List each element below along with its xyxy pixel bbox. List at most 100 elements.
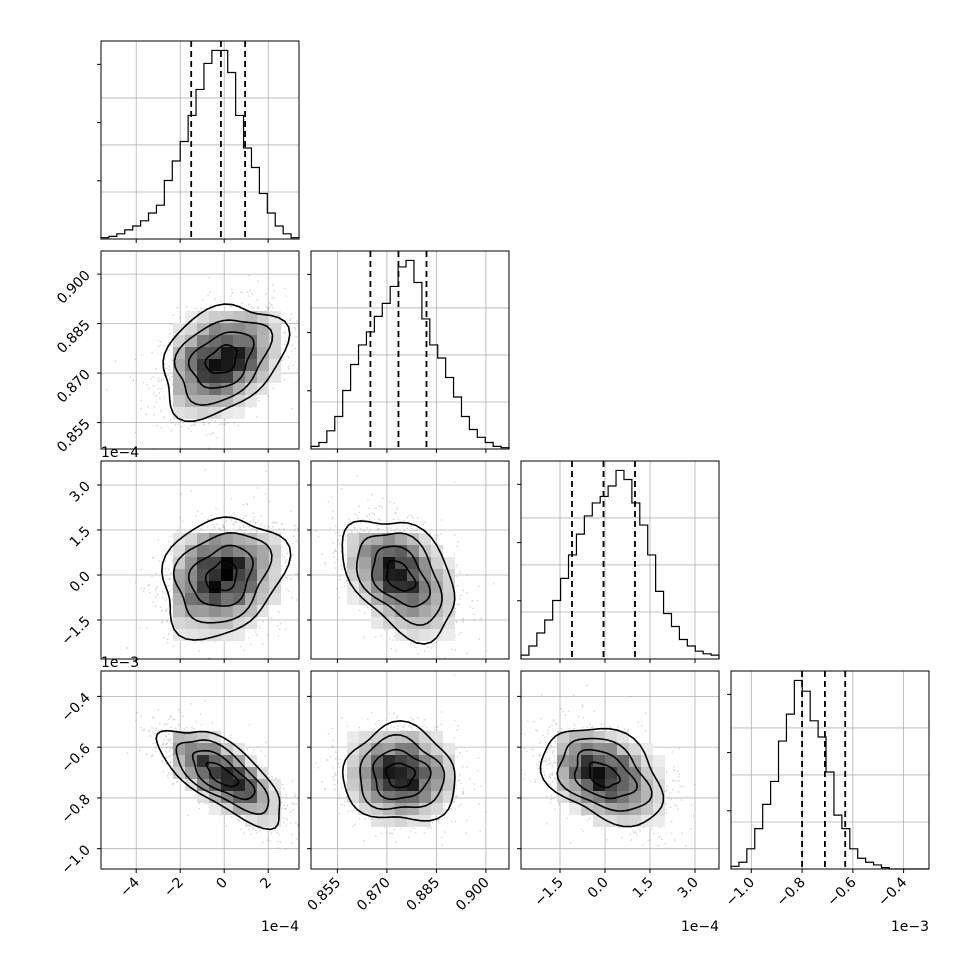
density-cell [185, 617, 197, 629]
density-cell [233, 581, 245, 593]
panel-frame [730, 670, 930, 870]
density-cell [395, 791, 407, 803]
density-cell [383, 617, 395, 629]
density-cell [431, 617, 443, 629]
histogram-panel [727, 670, 930, 873]
density-cell [197, 743, 209, 755]
density-cell [395, 581, 407, 593]
density-cell [257, 335, 269, 347]
density-cell [431, 569, 443, 581]
scatter-panel [97, 670, 300, 873]
density-cell [209, 383, 221, 395]
x-tick-label: 0.900 [453, 875, 493, 915]
density-cell [419, 629, 431, 641]
density-cell [221, 359, 233, 371]
density-cell [185, 629, 197, 641]
density-cell [629, 815, 641, 827]
density-cell [221, 605, 233, 617]
density-cell [209, 731, 221, 743]
density-cell [185, 323, 197, 335]
density-cell [221, 347, 233, 359]
density-cell [419, 605, 431, 617]
density-cell [197, 581, 209, 593]
contour-line [341, 520, 456, 645]
density-cell [359, 557, 371, 569]
density-cell [245, 311, 257, 323]
density-cell [641, 767, 653, 779]
density-cell [617, 815, 629, 827]
density-cell [395, 569, 407, 581]
density-cell [209, 593, 221, 605]
density-cell [197, 767, 209, 779]
density-cell [233, 407, 245, 419]
density-cell [221, 545, 233, 557]
density-cell [371, 617, 383, 629]
density-cell [209, 371, 221, 383]
x-tick-label: 0.885 [404, 875, 444, 915]
density-cell [653, 791, 665, 803]
y-tick-label: −1.0 [58, 842, 93, 877]
density-cell [383, 755, 395, 767]
density-cell [431, 545, 443, 557]
contour-line [162, 303, 291, 422]
density-cell [629, 779, 641, 791]
scatter-panel [517, 670, 720, 873]
density-cell [221, 335, 233, 347]
y-tick-label: 1.5 [67, 524, 94, 551]
density-cell [185, 347, 197, 359]
density-cell [221, 371, 233, 383]
density-cell [629, 743, 641, 755]
density-cell [383, 593, 395, 605]
x-tick-label: −0.4 [875, 874, 910, 909]
contour-line [341, 719, 456, 822]
density-cell [419, 593, 431, 605]
density-cell [383, 533, 395, 545]
density-cell [347, 533, 359, 545]
density-cell [443, 779, 455, 791]
density-cell [185, 383, 197, 395]
density-cell [197, 383, 209, 395]
density-cell [209, 569, 221, 581]
density-cell [233, 533, 245, 545]
contour-line [556, 737, 653, 812]
x-tick-label: −0.6 [824, 874, 859, 909]
density-cell [185, 311, 197, 323]
density-cell [197, 371, 209, 383]
density-cell [443, 767, 455, 779]
contour-line [175, 739, 270, 815]
density-cell [407, 743, 419, 755]
density-cell [269, 593, 281, 605]
panel-frame [100, 250, 300, 450]
histogram-panel [307, 250, 510, 453]
density-cell [245, 323, 257, 335]
panel-frame [100, 40, 300, 240]
x-tick-label: −1.5 [531, 875, 566, 910]
contour-line [386, 560, 417, 592]
density-cell [173, 557, 185, 569]
contour-line [187, 331, 255, 389]
contour-line [173, 319, 274, 406]
contour-line [573, 748, 639, 800]
density-cell [347, 569, 359, 581]
density-cell [407, 803, 419, 815]
density-cell [269, 803, 281, 815]
density-cell [431, 731, 443, 743]
density-cell [443, 593, 455, 605]
scatter-panel [97, 250, 300, 453]
density-cell [257, 815, 269, 827]
density-cell [257, 605, 269, 617]
density-cell [173, 335, 185, 347]
density-cell [407, 815, 419, 827]
x-offset-label: 1e−4 [261, 919, 299, 935]
density-cell [257, 347, 269, 359]
contour-line [372, 748, 432, 801]
density-cell [245, 557, 257, 569]
density-cell [185, 605, 197, 617]
density-cell [185, 407, 197, 419]
x-tick-label: 1.5 [630, 875, 657, 902]
density-cell [173, 395, 185, 407]
density-cell [185, 335, 197, 347]
y-tick-label: 0.855 [54, 416, 94, 456]
density-cell [209, 323, 221, 335]
density-cell [197, 347, 209, 359]
